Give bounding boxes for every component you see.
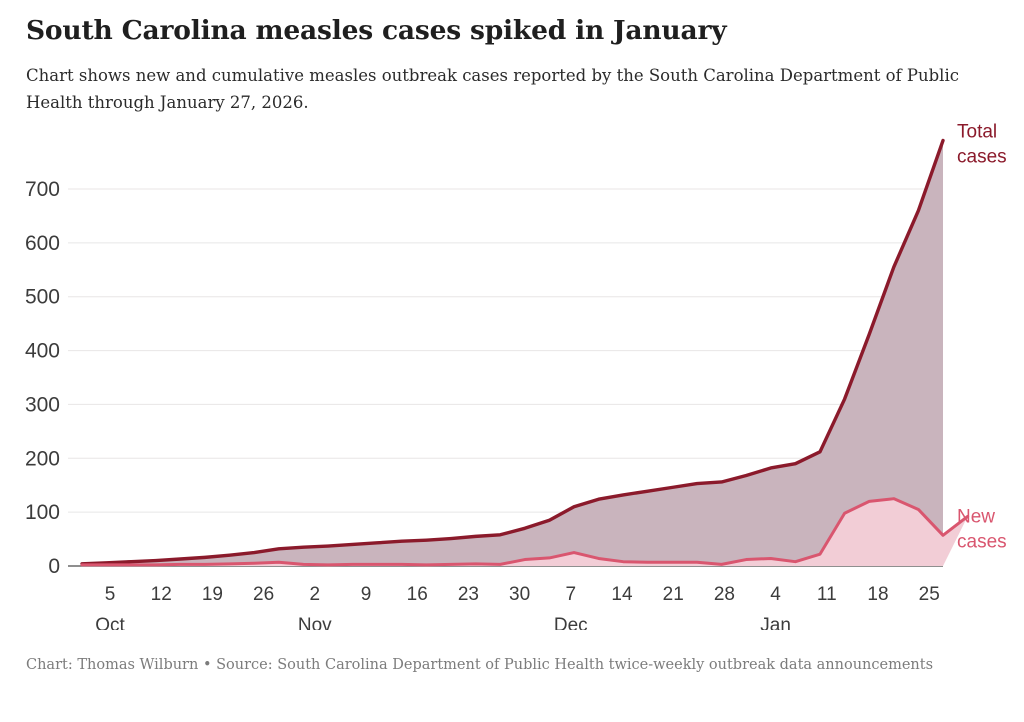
series-label-new-cases-line2: cases [957, 531, 1007, 552]
page-title: South Carolina measles cases spiked in J… [26, 15, 727, 46]
x-axis-month-label: Jan [760, 615, 791, 630]
y-axis-tick-label: 100 [25, 501, 60, 524]
series-area-new-cases [82, 498, 968, 566]
x-axis-tick-label: 28 [714, 584, 735, 605]
series-line-total-cases [80, 138, 945, 566]
x-axis-tick-label: 14 [611, 584, 633, 605]
x-axis-tick-label: 26 [253, 584, 274, 605]
series-label-new-cases-line1: New [957, 506, 995, 527]
chart-credit: Chart: Thomas Wilburn • Source: South Ca… [26, 657, 934, 673]
x-axis-tick-label: 7 [566, 584, 577, 605]
series-areas [82, 140, 968, 566]
x-axis-tick-label: 19 [202, 584, 223, 605]
series-line-new-cases [80, 497, 970, 567]
x-axis-tick-label: 4 [770, 584, 781, 605]
chart-subtitle: Chart shows new and cumulative measles o… [26, 66, 959, 112]
y-axis-tick-label: 300 [25, 393, 60, 416]
series-labels: Total cases New cases [957, 122, 1007, 553]
y-axis-tick-label: 700 [25, 178, 60, 201]
x-axis-tick-label: 12 [151, 584, 172, 605]
x-axis-month-label: Nov [298, 615, 332, 630]
x-axis-tick-label: 30 [509, 584, 530, 605]
x-axis-month-labels: Oct Nov Dec Jan [95, 615, 791, 630]
x-axis-tick-label: 5 [105, 584, 116, 605]
x-axis-tick-label: 18 [867, 584, 888, 605]
x-axis-month-label: Dec [554, 615, 588, 630]
measles-area-chart: 0 100 200 300 400 500 600 700 5 12 19 26 2 9 16 23 30 7 1… [25, 122, 1007, 630]
x-axis-tick-label: 23 [458, 584, 479, 605]
x-axis-month-label: Oct [95, 615, 125, 630]
y-axis-tick-label: 0 [48, 555, 60, 578]
y-axis-tick-label: 600 [25, 232, 60, 255]
x-axis-tick-label: 25 [919, 584, 940, 605]
series-label-total-cases-line2: cases [957, 147, 1007, 168]
x-axis-labels: 5 12 19 26 2 9 16 23 30 7 14 21 28 4 11 18 25 [105, 584, 940, 605]
y-axis-tick-label: 200 [25, 447, 60, 470]
x-axis-tick-label: 16 [407, 584, 428, 605]
y-axis-tick-label: 500 [25, 286, 60, 309]
x-axis-tick-label: 11 [817, 584, 837, 605]
x-axis-tick-label: 21 [663, 584, 684, 605]
x-axis-tick-label: 9 [361, 584, 372, 605]
series-lines [80, 138, 970, 567]
y-axis-labels: 0 100 200 300 400 500 600 700 [25, 178, 60, 578]
x-axis-tick-label: 2 [310, 584, 321, 605]
y-axis-tick-label: 400 [25, 340, 60, 363]
series-area-total-cases [82, 140, 943, 566]
series-label-total-cases-line1: Total [957, 122, 997, 143]
chart-area: 0 100 200 300 400 500 600 700 5 12 19 26 2 9 16 23 30 7 1… [0, 120, 1024, 630]
